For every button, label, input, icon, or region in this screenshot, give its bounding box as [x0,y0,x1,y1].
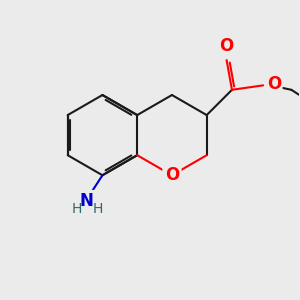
Text: O: O [220,37,234,55]
Text: H: H [92,202,103,216]
Text: N: N [79,191,93,209]
Text: O: O [165,166,179,184]
Text: O: O [267,75,281,93]
Text: H: H [71,202,82,216]
